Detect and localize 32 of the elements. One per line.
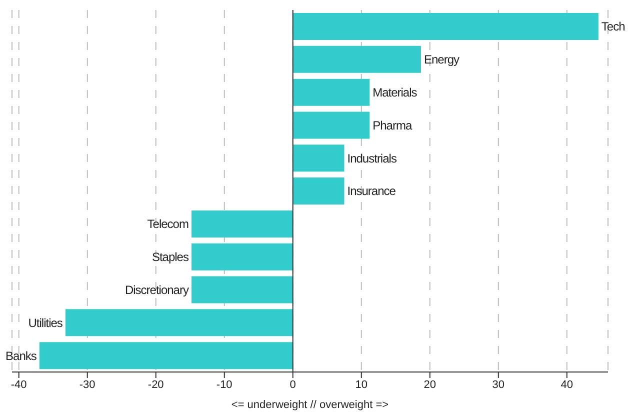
- bar: [292, 144, 344, 172]
- bar: [292, 13, 598, 40]
- bar: [292, 46, 421, 73]
- y-tick-label: Industrials: [347, 151, 397, 166]
- bar: [292, 112, 370, 139]
- y-tick-label: Energy: [424, 52, 460, 67]
- bar: [191, 276, 293, 304]
- x-tick-label: -10: [216, 378, 232, 391]
- x-tick-label: -20: [148, 378, 164, 391]
- y-tick-label: Materials: [372, 86, 418, 100]
- y-tick-label: Staples: [152, 250, 189, 264]
- bar: [39, 342, 293, 370]
- y-tick-label: Insurance: [347, 184, 396, 198]
- y-tick-label: Utilities: [28, 316, 63, 330]
- x-tick-label: 10: [355, 378, 368, 391]
- x-tick-label: 40: [560, 378, 574, 391]
- x-tick-label: 0: [290, 378, 296, 391]
- y-tick-label: Telecom: [147, 217, 189, 232]
- y-tick-label: Tech: [601, 20, 625, 34]
- bar: [191, 243, 293, 270]
- bar: [292, 178, 344, 205]
- y-tick-label: Discretionary: [124, 282, 189, 297]
- x-tick-label: -30: [79, 378, 96, 391]
- x-tick-label: -40: [10, 378, 27, 391]
- x-axis-title: <= underweight // overweight =>: [231, 399, 389, 411]
- bar: [191, 210, 293, 238]
- x-tick-label: 30: [492, 378, 505, 391]
- bar: [292, 78, 370, 106]
- x-tick-label: 20: [424, 378, 436, 391]
- y-tick-label: Pharma: [372, 118, 412, 132]
- bar: [65, 309, 293, 336]
- y-tick-label: Banks: [6, 348, 37, 363]
